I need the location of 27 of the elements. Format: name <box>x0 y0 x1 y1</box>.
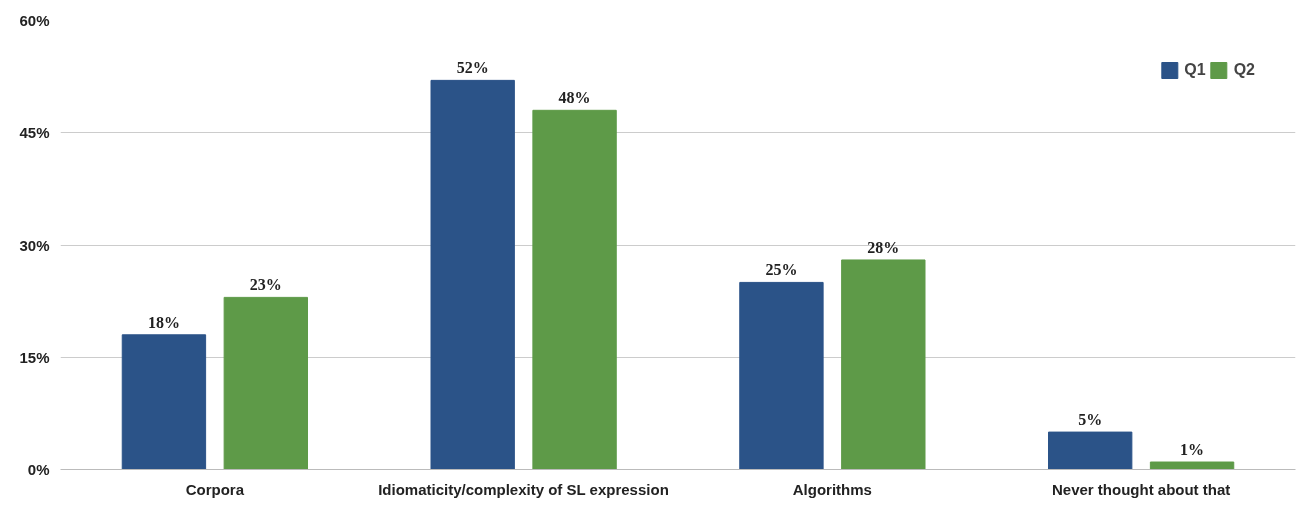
bar <box>532 109 617 470</box>
bar <box>1048 431 1133 470</box>
y-tick-label: 15% <box>19 348 50 366</box>
data-label: 23% <box>249 276 282 294</box>
data-label: 5% <box>1078 411 1103 429</box>
x-tick-label: Algorithms <box>792 480 872 498</box>
y-tick-label: 30% <box>19 236 50 254</box>
legend-label: Q2 <box>1233 61 1255 79</box>
data-label: 25% <box>765 261 798 279</box>
bar <box>1149 461 1235 470</box>
legend-label: Q1 <box>1184 61 1206 79</box>
data-label: 18% <box>147 313 180 331</box>
bar <box>223 296 308 470</box>
x-tick-label: Idiomaticity/complexity of SL expression <box>378 480 669 498</box>
bar <box>430 79 515 470</box>
y-tick-label: 60% <box>19 12 50 29</box>
bar <box>121 334 207 470</box>
y-tick-label: 0% <box>27 461 50 478</box>
data-label: 1% <box>1180 441 1205 459</box>
y-tick-label: 45% <box>19 124 50 142</box>
data-label: 28% <box>867 238 900 256</box>
data-label: 48% <box>558 89 591 107</box>
data-label: 52% <box>456 59 489 77</box>
x-tick-label: Never thought about that <box>1051 480 1231 498</box>
bar <box>841 259 926 470</box>
x-tick-label: Corpora <box>185 480 245 498</box>
bar <box>739 281 824 470</box>
